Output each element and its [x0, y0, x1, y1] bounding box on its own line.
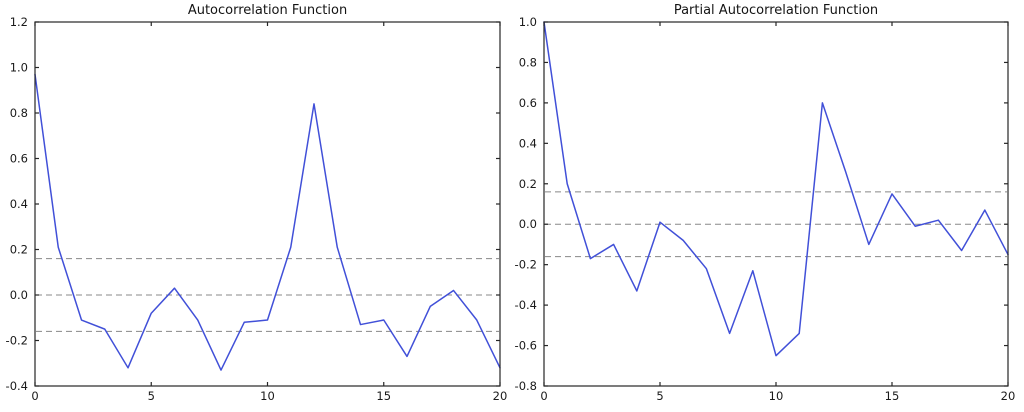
acf-xtick-label: 15 [376, 389, 391, 403]
pacf-ytick-label: -0.6 [515, 339, 537, 353]
pacf-ytick-label: 0.6 [519, 96, 537, 110]
pacf-ytick-label: 0.4 [519, 136, 537, 150]
pacf-xtick-label: 20 [1001, 389, 1016, 403]
acf-ytick-label: -0.2 [6, 334, 28, 348]
pacf-ytick-label: -0.2 [515, 258, 537, 272]
acf-plot-title: Autocorrelation Function [187, 3, 348, 18]
pacf-xtick-label: 5 [656, 389, 663, 403]
pacf-ytick-label: 0.2 [519, 177, 537, 191]
pacf-ytick-label: -0.4 [515, 298, 537, 312]
acf-ytick-label: 1.0 [10, 61, 28, 75]
pacf-axes-frame [543, 21, 1009, 387]
acf-ytick-label: 0.8 [10, 106, 28, 120]
pacf-ytick-label: 1.0 [519, 15, 537, 29]
pacf-series-line [543, 21, 1009, 357]
acf-ytick-label: -0.4 [6, 379, 28, 393]
pacf-ytick-label: 0.8 [519, 55, 537, 69]
acf-xtick-label: 0 [31, 389, 38, 403]
acf-xtick-label: 20 [493, 389, 508, 403]
acf-ytick-label: 0.4 [10, 197, 28, 211]
acf-ytick-label: 0.6 [10, 152, 28, 166]
pacf-plot-title: Partial Autocorrelation Function [673, 3, 879, 18]
pacf-ytick-label: -0.8 [515, 379, 537, 393]
acf-ytick-label: 0.0 [10, 288, 28, 302]
pacf-xtick-label: 15 [885, 389, 900, 403]
pacf-xtick-label: 0 [540, 389, 547, 403]
pacf-xtick-label: 10 [769, 389, 784, 403]
acf-xtick-label: 5 [148, 389, 155, 403]
pacf-ytick-label: 0.0 [519, 217, 537, 231]
acf-series-line [34, 73, 501, 371]
acf-xtick-label: 10 [260, 389, 275, 403]
acf-ytick-label: 0.2 [10, 243, 28, 257]
acf-ytick-label: 1.2 [10, 15, 28, 29]
